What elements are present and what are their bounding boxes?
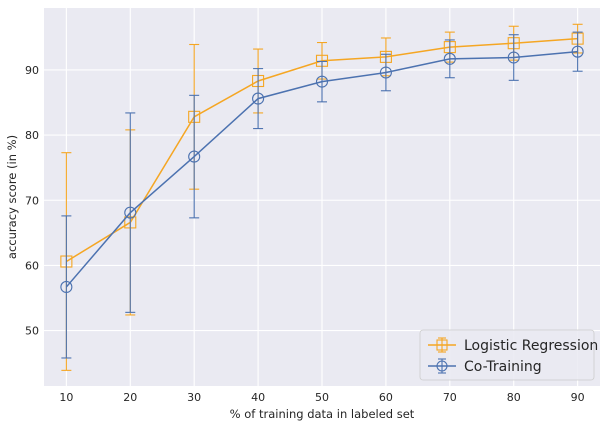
data-point — [252, 92, 265, 105]
y-tick-label: 90 — [25, 64, 39, 77]
data-point — [188, 150, 201, 163]
data-point — [60, 280, 73, 293]
x-tick-label: 50 — [315, 391, 329, 404]
x-tick-label: 90 — [571, 391, 585, 404]
y-tick-label: 70 — [25, 194, 39, 207]
x-tick-label: 30 — [187, 391, 201, 404]
legend-marker — [436, 339, 448, 351]
series-line — [65, 37, 578, 263]
legend-box — [419, 329, 595, 381]
series-layer — [60, 23, 584, 371]
data-point — [315, 75, 329, 88]
x-tick-label: 10 — [59, 391, 73, 404]
legend-marker — [436, 360, 448, 372]
x-axis-label: % of training data in labeled set — [230, 407, 415, 421]
y-tick-label: 60 — [25, 259, 39, 272]
data-point — [443, 52, 456, 65]
y-tick-label: 50 — [25, 325, 39, 338]
data-point — [124, 206, 137, 219]
x-tick-label: 40 — [251, 391, 265, 404]
legend-label: Logistic Regression — [464, 338, 598, 354]
x-tick-label: 60 — [379, 391, 393, 404]
legend: Logistic Regression Co-Training — [419, 329, 598, 381]
y-axis-label: accuracy score (in %) — [5, 135, 19, 259]
series-co-training — [60, 31, 584, 359]
data-point — [507, 51, 520, 64]
tick-labels: 10 20 30 40 50 60 70 80 90 50 60 70 80 90 — [25, 64, 585, 404]
data-point — [571, 45, 584, 58]
legend-label: Co-Training — [464, 359, 542, 375]
x-tick-label: 70 — [443, 391, 457, 404]
y-tick-label: 80 — [25, 129, 39, 142]
x-tick-label: 20 — [123, 391, 137, 404]
x-tick-label: 80 — [507, 391, 521, 404]
data-point — [379, 66, 392, 79]
series-line — [65, 50, 578, 288]
